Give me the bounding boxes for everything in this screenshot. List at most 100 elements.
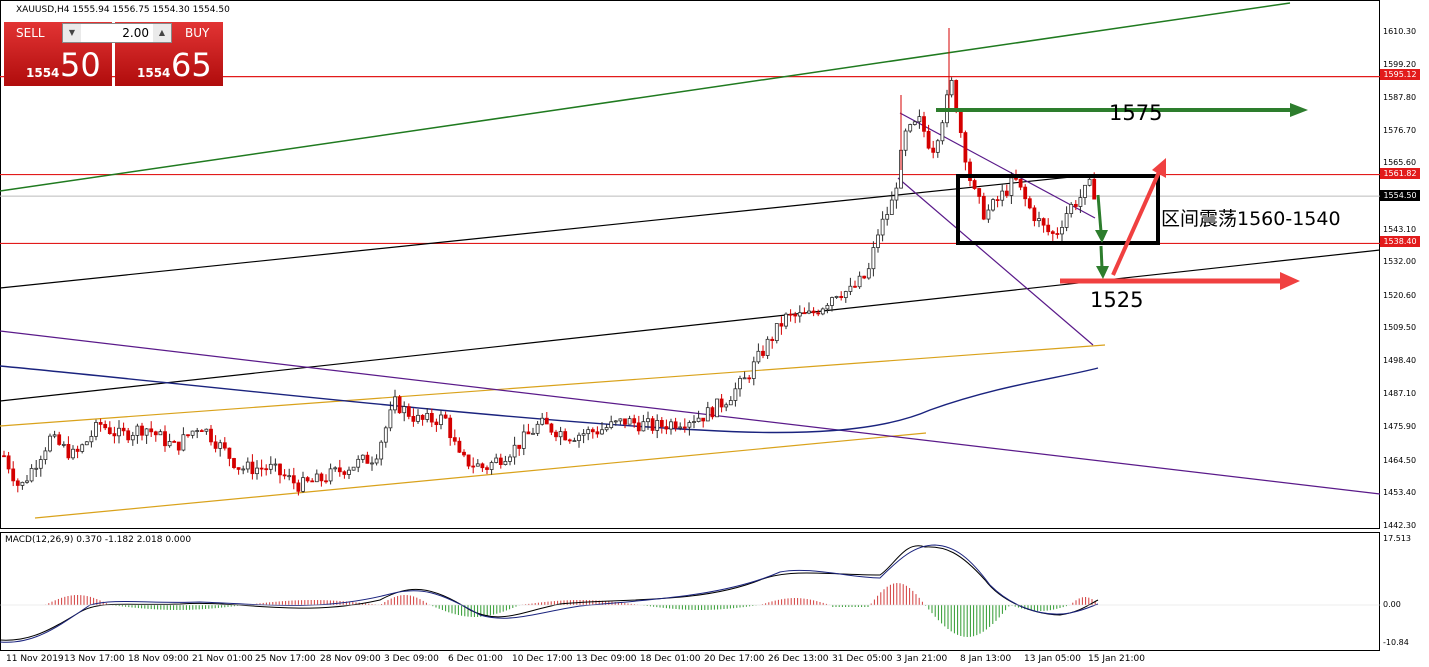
candle-body bbox=[908, 124, 913, 132]
black-trendline-upper bbox=[0, 174, 1091, 289]
time-tick-label: 11 Nov 2019 bbox=[6, 654, 64, 664]
candle-body bbox=[268, 463, 273, 470]
candle-body bbox=[894, 187, 899, 201]
macd-title: MACD(12,26,9) 0.370 -1.182 2.018 0.000 bbox=[5, 535, 192, 545]
candle-body bbox=[710, 407, 715, 418]
candle-body bbox=[420, 414, 425, 420]
candle-body bbox=[29, 468, 34, 482]
candle-body bbox=[416, 414, 420, 422]
candle-body bbox=[1073, 203, 1078, 207]
candle-body bbox=[958, 111, 963, 133]
candle-body bbox=[991, 199, 995, 211]
candle-body bbox=[843, 291, 848, 299]
candle-body bbox=[935, 140, 940, 153]
time-tick-label: 15 Jan 21:00 bbox=[1088, 654, 1145, 664]
candle-body bbox=[719, 398, 724, 408]
candle-body bbox=[282, 474, 287, 477]
candle-body bbox=[540, 417, 545, 425]
candle-body bbox=[176, 441, 181, 451]
green-down-arrow-head-1 bbox=[1095, 230, 1108, 243]
candle-body bbox=[2, 455, 6, 458]
price-tick-label: 1576.70 bbox=[1383, 125, 1417, 135]
candle-body bbox=[80, 444, 85, 452]
price-tick-label: 1587.80 bbox=[1383, 93, 1417, 103]
candle-body bbox=[1055, 233, 1060, 235]
candle-body bbox=[75, 448, 80, 452]
level-tag-1538: 1538.40 bbox=[1380, 236, 1420, 247]
candle-body bbox=[6, 455, 11, 470]
candle-body bbox=[544, 417, 549, 425]
candle-body bbox=[213, 441, 218, 449]
candle-body bbox=[167, 441, 172, 447]
candle-body bbox=[885, 214, 890, 220]
candle-body bbox=[337, 467, 342, 473]
candle-body bbox=[774, 323, 779, 342]
candle-body bbox=[388, 409, 393, 429]
candle-body bbox=[650, 418, 655, 431]
candle-body bbox=[452, 437, 457, 442]
arrow-1575-head bbox=[1290, 103, 1308, 117]
candle-body bbox=[34, 467, 39, 470]
candle-body bbox=[466, 454, 471, 467]
candle-body bbox=[876, 234, 880, 248]
candle-body bbox=[871, 247, 876, 270]
candle-body bbox=[636, 422, 641, 432]
macd-tick-top: 17.513 bbox=[1383, 534, 1411, 543]
green-down-arrow-shaft-1 bbox=[1096, 194, 1103, 233]
candle-body bbox=[535, 423, 540, 434]
candle-body bbox=[117, 427, 121, 437]
macd-tick-zero: 0.00 bbox=[1383, 600, 1401, 609]
candle-body bbox=[163, 431, 167, 447]
candle-body bbox=[172, 441, 177, 443]
candle-body bbox=[508, 456, 512, 462]
candle-body bbox=[811, 310, 816, 314]
candle-body bbox=[793, 314, 798, 317]
candle-body bbox=[310, 480, 315, 483]
candle-body bbox=[917, 116, 922, 123]
time-tick-label: 31 Dec 05:00 bbox=[832, 654, 893, 664]
candle-body bbox=[287, 475, 292, 478]
macd-group bbox=[0, 544, 1380, 643]
purple-channel-upper bbox=[899, 112, 1096, 219]
candle-body bbox=[236, 467, 241, 470]
arrow-1525-head bbox=[1280, 272, 1300, 290]
candle-body bbox=[462, 451, 466, 456]
candle-body bbox=[425, 412, 430, 420]
candle-body bbox=[1083, 184, 1087, 198]
candle-body bbox=[1092, 178, 1097, 200]
buy-price-small: 1554 bbox=[137, 66, 171, 80]
candle-body bbox=[365, 454, 370, 464]
candle-body bbox=[498, 457, 503, 465]
candle-body bbox=[112, 433, 117, 437]
lot-size-field[interactable]: ▼ 2.00 ▲ bbox=[62, 23, 172, 43]
candle-body bbox=[1014, 177, 1018, 180]
candle-body bbox=[820, 308, 825, 315]
sell-button[interactable]: SELL 1554 50 bbox=[4, 22, 112, 86]
macd-tick-bottom: -10.84 bbox=[1383, 638, 1409, 647]
time-tick-label: 8 Jan 13:00 bbox=[960, 654, 1012, 664]
candle-body bbox=[250, 461, 255, 475]
sell-label: SELL bbox=[16, 26, 45, 40]
candle-body bbox=[954, 80, 959, 112]
candle-body bbox=[1087, 178, 1092, 186]
candle-body bbox=[291, 475, 296, 484]
candle-body bbox=[314, 473, 319, 483]
candle-body bbox=[347, 469, 351, 475]
time-tick-label: 28 Nov 09:00 bbox=[320, 654, 381, 664]
candle-body bbox=[627, 418, 632, 425]
candle-body bbox=[554, 431, 558, 438]
candle-body bbox=[1004, 190, 1009, 196]
candle-body bbox=[724, 404, 729, 408]
candle-body bbox=[149, 428, 154, 433]
increase-lot-icon[interactable]: ▲ bbox=[153, 24, 171, 42]
decrease-lot-icon[interactable]: ▼ bbox=[63, 24, 81, 42]
candle-body bbox=[1046, 224, 1051, 233]
candle-body bbox=[857, 275, 862, 288]
price-tick-label: 1487.10 bbox=[1383, 389, 1417, 399]
candle-body bbox=[121, 427, 126, 432]
candle-body bbox=[830, 297, 834, 306]
price-tick-label: 1520.60 bbox=[1383, 290, 1417, 300]
candle-body bbox=[61, 443, 66, 446]
candle-body bbox=[613, 420, 618, 423]
sell-price-big: 50 bbox=[60, 46, 101, 84]
